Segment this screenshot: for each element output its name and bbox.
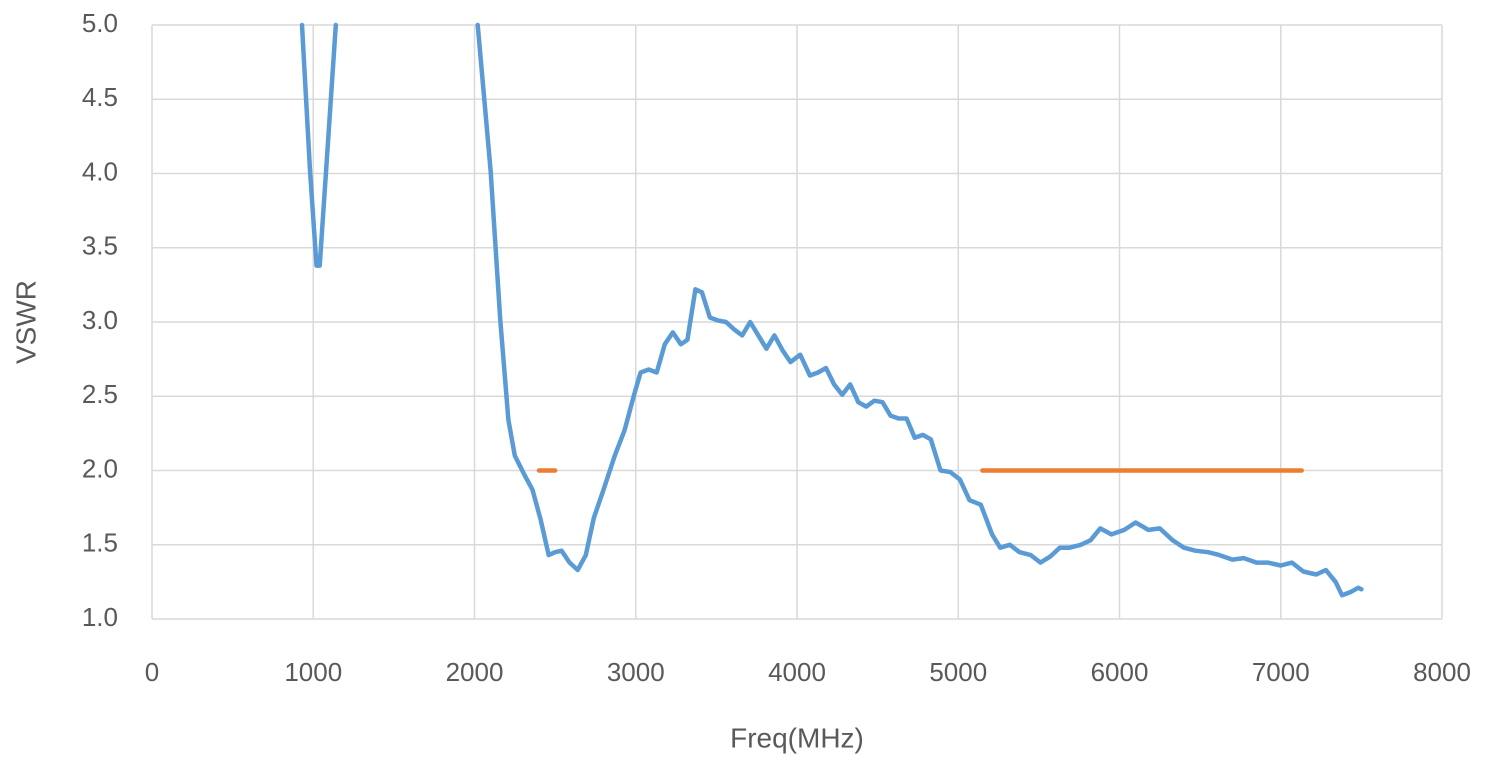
x-tick-label: 4000 — [768, 657, 826, 687]
y-tick-label: 1.0 — [82, 602, 118, 632]
y-tick-label: 4.5 — [82, 82, 118, 112]
data-line — [299, 22, 1364, 598]
x-tick-label: 5000 — [929, 657, 987, 687]
y-tick-label: 2.0 — [82, 453, 118, 483]
y-tick-label: 2.5 — [82, 379, 118, 409]
y-tick-label: 3.5 — [82, 231, 118, 261]
x-tick-label: 1000 — [284, 657, 342, 687]
x-tick-label: 3000 — [607, 657, 665, 687]
y-axis-title: VSWR — [10, 280, 41, 364]
x-tick-label: 8000 — [1413, 657, 1471, 687]
y-tick-label: 3.0 — [82, 305, 118, 335]
x-tick-label: 6000 — [1091, 657, 1149, 687]
y-tick-label: 1.5 — [82, 528, 118, 558]
x-tick-label: 0 — [145, 657, 159, 687]
x-tick-label: 2000 — [446, 657, 504, 687]
x-axis-title: Freq(MHz) — [730, 722, 864, 753]
y-tick-label: 4.0 — [82, 156, 118, 186]
x-tick-label: 7000 — [1252, 657, 1310, 687]
y-tick-label: 5.0 — [82, 8, 118, 38]
